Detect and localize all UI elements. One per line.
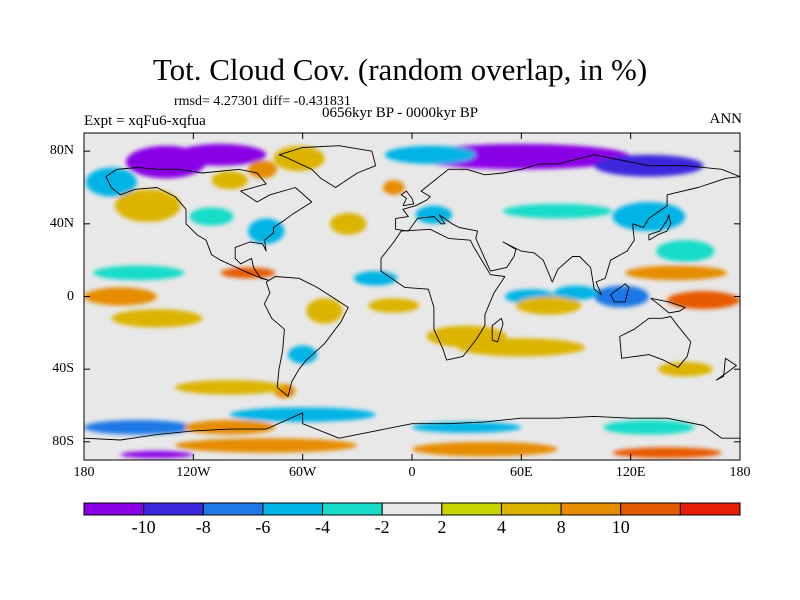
anomaly-region xyxy=(84,287,157,306)
season-label: ANN xyxy=(709,111,743,127)
lon-tick-label: 120W xyxy=(176,465,211,480)
anomaly-region xyxy=(554,285,598,301)
colorbar-swatch xyxy=(381,502,443,516)
lat-tick-label: 40N xyxy=(49,215,74,231)
anomaly-region xyxy=(111,309,203,328)
anomaly-region xyxy=(306,298,343,324)
rmsd-diff-stats: rmsd= 4.27301 diff= -0.431831 xyxy=(174,94,351,109)
anomaly-region xyxy=(248,160,278,179)
colorbar xyxy=(83,502,741,516)
anomaly-region xyxy=(612,202,686,232)
anomaly-region xyxy=(84,420,194,435)
lon-tick-label: 180 xyxy=(73,465,95,480)
anomaly-region xyxy=(175,380,285,395)
anomaly-region xyxy=(656,240,715,262)
colorbar-label: -10 xyxy=(131,517,156,537)
lon-tick-label: 60W xyxy=(289,465,317,480)
anomaly-region xyxy=(175,438,358,453)
anomaly-region xyxy=(594,285,649,308)
colorbar-label: -2 xyxy=(374,517,390,537)
coastline-africa xyxy=(380,228,506,361)
anomaly-region xyxy=(330,212,367,235)
colorbar-swatch xyxy=(262,502,324,516)
colorbar-swatch xyxy=(322,502,383,516)
lon-tick-label: 180 xyxy=(729,465,751,480)
anomaly-region xyxy=(184,420,276,435)
experiment-label: Expt = xqFu6-xqfua xyxy=(84,113,206,129)
coastline-australia xyxy=(619,316,692,368)
colorbar-swatch xyxy=(560,502,622,516)
colorbar-swatch xyxy=(143,502,204,516)
colorbar-label: 10 xyxy=(611,517,630,537)
coastline-great-britain xyxy=(400,190,415,207)
anomaly-region xyxy=(175,143,267,166)
coastline-new-guinea xyxy=(650,297,686,314)
colorbar-label: -4 xyxy=(315,517,331,537)
anomaly-region xyxy=(667,291,740,310)
lat-tick-label: 0 xyxy=(67,288,74,304)
colorbar-label: -6 xyxy=(255,517,271,537)
coastline-south-america xyxy=(263,276,349,397)
coastline-borneo xyxy=(610,283,630,303)
anomaly-region xyxy=(603,420,695,435)
anomaly-region xyxy=(273,145,325,172)
coastline-eurasia xyxy=(395,154,740,296)
lon-tick-label: 60E xyxy=(510,465,533,480)
lat-tick-label: 80N xyxy=(49,143,74,159)
anomaly-region xyxy=(288,345,318,364)
lon-tick-label: 120E xyxy=(615,465,646,480)
anomaly-region xyxy=(248,218,285,244)
coastline-japan xyxy=(648,214,672,241)
anomaly-region xyxy=(368,298,420,313)
anomaly-region xyxy=(384,145,476,164)
colorbar-swatch xyxy=(679,502,741,516)
anomaly-region xyxy=(120,450,194,459)
anomaly-region xyxy=(412,421,522,433)
anomaly-region xyxy=(625,265,728,281)
colorbar-swatch xyxy=(500,502,562,516)
anomaly-region xyxy=(382,180,405,195)
coastline-new-zealand xyxy=(715,357,737,381)
anomaly-region xyxy=(114,189,181,223)
colorbar-label: 8 xyxy=(556,517,566,537)
anomaly-region xyxy=(658,361,713,377)
colorbar-swatch xyxy=(202,502,264,516)
coastline-north-america xyxy=(105,167,313,281)
map-title: Tot. Cloud Cov. (random overlap, in %) xyxy=(152,52,648,87)
colorbar-swatch xyxy=(83,502,145,516)
colorbar-label: 4 xyxy=(496,517,506,537)
coastlines xyxy=(84,145,740,441)
anomaly-region xyxy=(515,296,582,315)
coastline-greenland xyxy=(278,145,377,188)
coastline-madagascar xyxy=(491,317,504,343)
anomaly-region xyxy=(412,441,558,457)
coastline-antarctica xyxy=(84,412,740,441)
anomaly-region xyxy=(211,171,248,190)
anomaly-region xyxy=(415,205,453,224)
colorbar-label: 2 xyxy=(437,517,447,537)
axis-ticks xyxy=(83,133,741,460)
anomaly-region xyxy=(457,338,586,357)
anomaly-region xyxy=(85,167,137,197)
time-period-label: 0656kyr BP - 0000kyr BP xyxy=(322,105,479,121)
lat-tick-label: 40S xyxy=(52,361,74,377)
colorbar-label: -8 xyxy=(195,517,211,537)
anomaly-region xyxy=(612,447,722,459)
colorbar-swatch xyxy=(441,502,502,516)
lon-tick-label: 0 xyxy=(408,465,416,480)
lat-tick-label: 80S xyxy=(52,433,74,449)
anomaly-region xyxy=(189,207,234,226)
anomaly-region xyxy=(503,203,613,219)
colorbar-swatch xyxy=(620,502,681,516)
anomaly-region xyxy=(93,265,185,281)
